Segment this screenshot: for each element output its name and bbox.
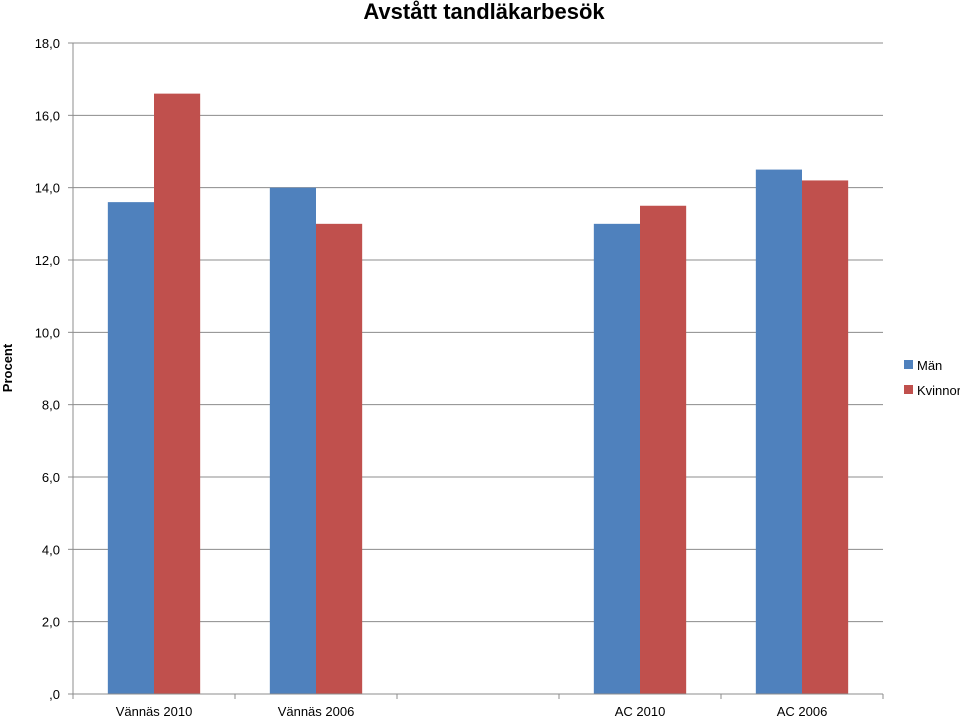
bar (802, 180, 849, 694)
y-tick-label: ,0 (49, 687, 60, 702)
y-axis-label: Procent (0, 343, 15, 392)
chart-title: Avstått tandläkarbesök (363, 0, 605, 24)
legend-label: Män (917, 358, 942, 373)
bars (107, 93, 849, 695)
y-tick-label: 12,0 (35, 253, 60, 268)
y-tick-label: 16,0 (35, 108, 60, 123)
bar (154, 93, 201, 695)
legend-swatch (904, 360, 913, 369)
y-tick-label: 8,0 (42, 398, 60, 413)
y-tick-label: 14,0 (35, 181, 60, 196)
x-tick-label: AC 2006 (777, 704, 828, 717)
x-axis-ticks: Vännäs 2010 Vännäs 2006 AC 2010 AC 2006 (72, 694, 884, 717)
x-tick-label: Vännäs 2010 (116, 704, 193, 717)
x-tick-label: AC 2010 (615, 704, 666, 717)
x-tick-label: Vännäs 2006 (278, 704, 355, 717)
axes (72, 43, 883, 695)
bar (755, 169, 802, 695)
y-tick-label: 10,0 (35, 325, 60, 340)
y-axis-ticks: ,0 2,0 4,0 6,0 8,0 10,0 12,0 14,0 16,0 18,0 (35, 36, 73, 702)
y-tick-label: 18,0 (35, 36, 60, 51)
bar (593, 223, 640, 695)
gridlines (73, 42, 883, 623)
legend: Män Kvinnor (904, 358, 960, 398)
y-tick-label: 4,0 (42, 542, 60, 557)
bar (316, 223, 363, 695)
legend-label: Kvinnor (917, 383, 960, 398)
legend-swatch (904, 385, 913, 394)
y-tick-label: 2,0 (42, 615, 60, 630)
y-tick-label: 6,0 (42, 470, 60, 485)
bar (269, 187, 316, 694)
bar (107, 202, 154, 694)
bar (640, 205, 687, 694)
